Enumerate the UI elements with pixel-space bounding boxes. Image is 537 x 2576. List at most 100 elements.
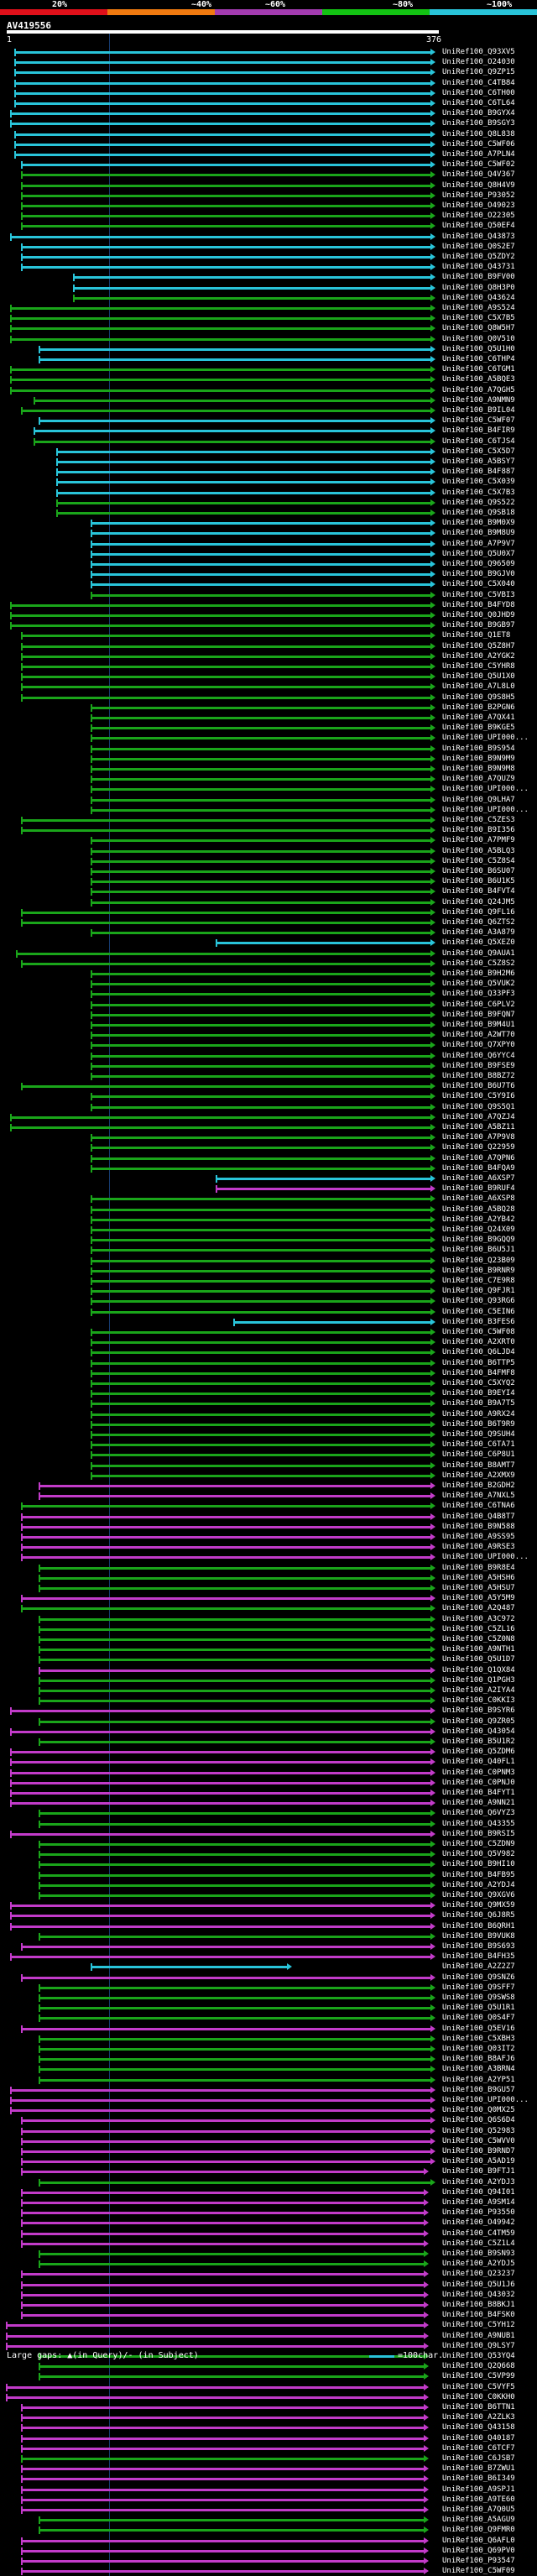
hit-row[interactable]: UniRef100_Q43158 xyxy=(0,2422,537,2432)
hit-label[interactable]: UniRef100_Q9ZP15 xyxy=(442,68,515,77)
hit-label[interactable]: UniRef100_C5WVV0 xyxy=(442,2136,515,2145)
hit-label[interactable]: UniRef100_Q0S2E7 xyxy=(442,242,515,251)
hit-row[interactable]: UniRef100_A5BLQ3 xyxy=(0,846,537,856)
hit-row[interactable]: UniRef100_C5EIN6 xyxy=(0,1307,537,1317)
hit-label[interactable]: UniRef100_Q94I01 xyxy=(442,2187,515,2197)
hit-label[interactable]: UniRef100_B9M4U1 xyxy=(442,1021,515,1029)
hit-row[interactable]: UniRef100_A7NXL5 xyxy=(0,1491,537,1501)
hit-row[interactable]: UniRef100_C5ZDN9 xyxy=(0,1839,537,1849)
hit-row[interactable]: UniRef100_A2Q487 xyxy=(0,1603,537,1613)
hit-row[interactable]: UniRef100_A2YP51 xyxy=(0,2075,537,2085)
hit-label[interactable]: UniRef100_Q22959 xyxy=(442,1143,515,1152)
hit-label[interactable]: UniRef100_A9NTH1 xyxy=(442,1645,515,1654)
hit-label[interactable]: UniRef100_A7PLN4 xyxy=(442,150,515,159)
hit-row[interactable]: UniRef100_B8BKJ1 xyxy=(0,2300,537,2310)
hit-label[interactable]: UniRef100_Q43873 xyxy=(442,232,515,241)
hit-label[interactable]: UniRef100_Q03IT2 xyxy=(442,2045,515,2053)
hit-row[interactable]: UniRef100_Q9FJR1 xyxy=(0,1286,537,1296)
hit-label[interactable]: UniRef100_Q5U1X0 xyxy=(442,672,515,682)
hit-row[interactable]: UniRef100_B8AFJ6 xyxy=(0,2054,537,2064)
hit-row[interactable]: UniRef100_Q5VUK2 xyxy=(0,979,537,989)
hit-label[interactable]: UniRef100_B9FV00 xyxy=(442,273,515,282)
hit-label[interactable]: UniRef100_B8BZ72 xyxy=(442,1072,515,1080)
hit-label[interactable]: UniRef100_Q6LJD4 xyxy=(442,1348,515,1357)
hit-label[interactable]: UniRef100_Q0JHD9 xyxy=(442,611,515,619)
hit-row[interactable]: UniRef100_P93550 xyxy=(0,2208,537,2218)
hit-row[interactable]: UniRef100_B6U7T6 xyxy=(0,1081,537,1091)
hit-row[interactable]: UniRef100_A9SPJ1 xyxy=(0,2485,537,2495)
hit-label[interactable]: UniRef100_C5Z0N8 xyxy=(442,1635,515,1643)
hit-row[interactable]: UniRef100_Q9SNZ6 xyxy=(0,1972,537,1983)
hit-row[interactable]: UniRef100_Q9SWS8 xyxy=(0,1993,537,2003)
hit-row[interactable]: UniRef100_A5HSU7 xyxy=(0,1583,537,1593)
hit-row[interactable]: UniRef100_A7QUZ9 xyxy=(0,774,537,784)
hit-row[interactable]: UniRef100_A9SM14 xyxy=(0,2197,537,2208)
hit-label[interactable]: UniRef100_Q1ET8 xyxy=(442,631,511,640)
hit-label[interactable]: UniRef100_B9A7T5 xyxy=(442,1399,515,1408)
hit-row[interactable]: UniRef100_B9FSE9 xyxy=(0,1061,537,1071)
hit-label[interactable]: UniRef100_B4FVT4 xyxy=(442,887,515,896)
hit-row[interactable]: UniRef100_C6JSB7 xyxy=(0,2453,537,2464)
hit-label[interactable]: UniRef100_A2IYA4 xyxy=(442,1686,515,1695)
hit-row[interactable]: UniRef100_Q5U1J6 xyxy=(0,2280,537,2290)
hit-label[interactable]: UniRef100_Q6ZTS2 xyxy=(442,918,515,927)
hit-row[interactable]: UniRef100_Q0S2E7 xyxy=(0,242,537,252)
hit-row[interactable]: UniRef100_Q4V367 xyxy=(0,170,537,180)
hit-label[interactable]: UniRef100_A9NUB1 xyxy=(442,2331,515,2340)
hit-label[interactable]: UniRef100_A7QPN6 xyxy=(442,1153,515,1163)
hit-label[interactable]: UniRef100_Q0V510 xyxy=(442,334,515,343)
hit-label[interactable]: UniRef100_B9IL04 xyxy=(442,406,515,415)
hit-row[interactable]: UniRef100_A5BSY7 xyxy=(0,457,537,467)
hit-row[interactable]: UniRef100_C5VP99 xyxy=(0,2371,537,2381)
hit-row[interactable]: UniRef100_Q23B09 xyxy=(0,1256,537,1266)
hit-row[interactable]: UniRef100_C5XYQ2 xyxy=(0,1378,537,1388)
hit-row[interactable]: UniRef100_UPI000... xyxy=(0,2095,537,2105)
hit-row[interactable]: UniRef100_Q9S8H5 xyxy=(0,692,537,703)
hit-label[interactable]: UniRef100_C0PNM3 xyxy=(442,1768,515,1777)
hit-label[interactable]: UniRef100_Q5U1R1 xyxy=(442,2004,515,2013)
hit-row[interactable]: UniRef100_A9NMN9 xyxy=(0,395,537,405)
hit-row[interactable]: UniRef100_C4TM59 xyxy=(0,2229,537,2239)
hit-row[interactable]: UniRef100_Q9S522 xyxy=(0,498,537,508)
hit-label[interactable]: UniRef100_B6SU07 xyxy=(442,867,515,875)
hit-label[interactable]: UniRef100_B9RSI5 xyxy=(442,1829,515,1838)
hit-row[interactable]: UniRef100_B6QRH1 xyxy=(0,1921,537,1931)
hit-label[interactable]: UniRef100_B2GDH2 xyxy=(442,1481,515,1490)
hit-label[interactable]: UniRef100_A2WT70 xyxy=(442,1031,515,1040)
hit-row[interactable]: UniRef100_UPI000... xyxy=(0,784,537,794)
hit-row[interactable]: UniRef100_C5WVV0 xyxy=(0,2136,537,2146)
hit-row[interactable]: UniRef100_B9IL04 xyxy=(0,405,537,415)
hit-label[interactable]: UniRef100_B6I349 xyxy=(442,2474,515,2484)
hit-label[interactable]: UniRef100_A7Q0U5 xyxy=(442,2505,515,2514)
hit-row[interactable]: UniRef100_Q9ZR05 xyxy=(0,1716,537,1727)
hit-row[interactable]: UniRef100_C5XBH3 xyxy=(0,2034,537,2044)
hit-row[interactable]: UniRef100_Q8W5H7 xyxy=(0,323,537,333)
hit-label[interactable]: UniRef100_Q43032 xyxy=(442,2290,515,2299)
hit-label[interactable]: UniRef100_C5XYQ2 xyxy=(442,1379,515,1387)
hit-label[interactable]: UniRef100_Q6YYC4 xyxy=(442,1051,515,1060)
hit-row[interactable]: UniRef100_B9VUK8 xyxy=(0,1931,537,1941)
hit-row[interactable]: UniRef100_B4FYT1 xyxy=(0,1788,537,1798)
hit-label[interactable]: UniRef100_Q93XV5 xyxy=(442,48,515,56)
hit-row[interactable]: UniRef100_B2PGN6 xyxy=(0,703,537,713)
hit-label[interactable]: UniRef100_B9VUK8 xyxy=(442,1931,515,1941)
hit-label[interactable]: UniRef100_A2YB42 xyxy=(442,1215,515,1224)
hit-label[interactable]: UniRef100_A2Z2Z7 xyxy=(442,1962,515,1972)
hit-row[interactable]: UniRef100_Q5V982 xyxy=(0,1849,537,1859)
hit-label[interactable]: UniRef100_B9N588 xyxy=(442,1522,515,1531)
hit-row[interactable]: UniRef100_C0KKI3 xyxy=(0,1696,537,1706)
hit-label[interactable]: UniRef100_A9S524 xyxy=(442,304,515,312)
hit-row[interactable]: UniRef100_A5Y5M9 xyxy=(0,1593,537,1603)
hit-row[interactable]: UniRef100_A7Q0U5 xyxy=(0,2505,537,2515)
hit-label[interactable]: UniRef100_Q9S522 xyxy=(442,498,515,507)
hit-row[interactable]: UniRef100_Q24X09 xyxy=(0,1225,537,1235)
hit-label[interactable]: UniRef100_B9SGY3 xyxy=(442,119,515,128)
hit-label[interactable]: UniRef100_C5ZES3 xyxy=(442,816,515,824)
hit-label[interactable]: UniRef100_B4FIR9 xyxy=(442,426,515,436)
hit-label[interactable]: UniRef100_UPI000... xyxy=(442,785,529,794)
hit-row[interactable]: UniRef100_A6XSP8 xyxy=(0,1194,537,1204)
hit-row[interactable]: UniRef100_B9A7T5 xyxy=(0,1398,537,1408)
hit-row[interactable]: UniRef100_Q40187 xyxy=(0,2433,537,2443)
hit-label[interactable]: UniRef100_O49023 xyxy=(442,201,515,210)
hit-row[interactable]: UniRef100_C4TB84 xyxy=(0,78,537,88)
